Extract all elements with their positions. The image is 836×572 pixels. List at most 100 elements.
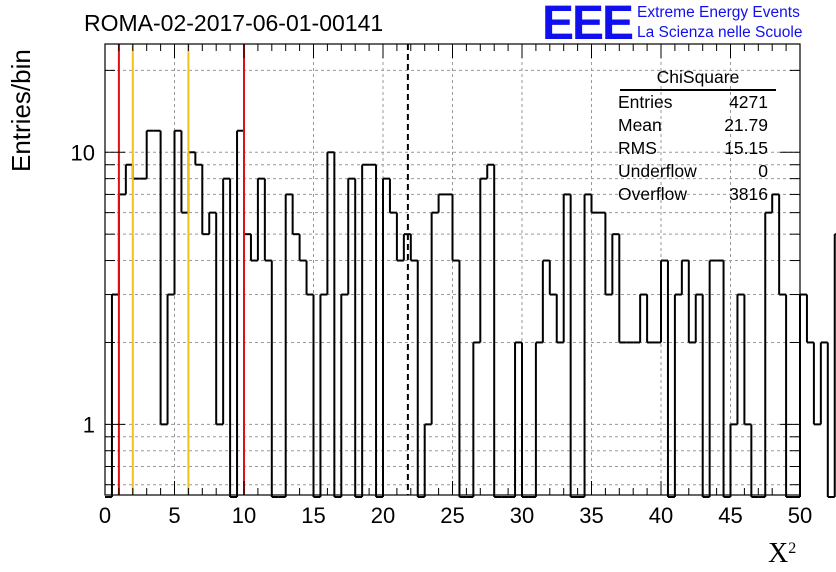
histogram-bin [750,424,759,498]
logo-line-2: La Scienza nelle Scuole [637,24,803,41]
stats-label: Underflow [618,161,697,181]
histogram-bin [416,260,425,498]
histogram-bin [305,260,314,296]
histogram-bin [298,234,307,262]
histogram-bin [166,293,175,425]
histogram-bin [388,178,397,214]
histogram-bin [708,259,717,497]
histogram-bin [562,193,571,343]
stats-value: 4271 [729,92,768,112]
histogram-bin [354,178,363,498]
histogram-bin [395,212,404,262]
stats-label: Overflow [618,184,688,204]
histogram-bin [514,341,522,497]
histogram-bin [771,193,780,213]
stats-label: RMS [618,138,657,158]
histogram-bin [729,423,738,497]
histogram-bin [583,193,592,497]
histogram-bin [805,294,814,344]
histogram-bin [604,212,613,296]
histogram-bin [319,293,328,497]
histogram-bin [347,177,356,295]
histogram-bin [826,342,835,498]
x-axis-label-sup: 2 [788,540,797,557]
histogram-bin [660,259,668,343]
histogram-bin [618,234,627,344]
stats-value: 15.15 [724,138,768,158]
x-tick-label: 10 [232,503,256,528]
histogram-bin [590,194,599,214]
x-tick-label: 15 [301,503,325,528]
histogram-bin [819,341,828,425]
histogram-bin [270,260,279,498]
histogram-bin [222,177,231,425]
stats-row-overflow: Overflow 3816 [612,183,776,206]
histogram-bin [124,163,133,195]
axis-ticks: 0 5 10 15 20 25 30 35 40 45 50 1 10 [71,44,812,528]
histogram-bin [382,177,390,497]
x-tick-label: 5 [168,503,180,528]
histogram-bin [534,341,543,497]
histogram-bin [375,164,383,498]
histogram-bin [131,164,140,180]
stats-row-mean: Mean 21.79 [612,114,776,137]
histogram-bin [687,260,696,344]
histogram-bin [187,151,196,213]
histogram-bin [201,164,210,236]
histogram-bin [521,342,529,498]
histogram-bin [680,259,689,295]
histogram-bin [361,163,370,497]
x-tick-label: 35 [579,503,603,528]
histogram-bin [229,178,238,498]
histogram-bin [236,129,244,497]
stats-label: Entries [618,92,673,112]
histogram-bin [569,194,578,498]
histogram-bin [555,294,564,344]
histogram-bin [646,294,655,344]
histogram-bin [291,194,300,236]
histogram-bin [743,294,752,426]
histogram-bin [173,129,182,295]
x-tick-label: 45 [718,503,742,528]
y-tick-label: 10 [71,140,95,165]
histogram-bin [736,293,745,425]
histogram-bin [208,211,217,235]
stats-row-rms: RMS 15.15 [612,137,776,160]
histogram-bin [215,212,224,426]
histogram-bin [243,130,251,236]
grid [105,44,800,495]
histogram-bin [333,152,342,498]
histogram-bin [409,234,418,262]
stats-row-entries: Entries 4271 [612,91,776,114]
histogram-bin [180,130,189,214]
histogram-bin [493,164,502,498]
histogram-bin [701,294,710,498]
histogram-bin [812,342,821,426]
histogram-bin [263,178,272,262]
y-tick-label: 1 [83,412,95,437]
stats-label: Mean [618,115,662,135]
histogram-bin [423,423,432,497]
histogram-bin [541,259,550,343]
histogram-bin [326,151,335,295]
x-tick-label: 50 [788,503,812,528]
stats-row-underflow: Underflow 0 [612,160,776,183]
x-axis-label: X2 [768,538,796,570]
histogram-bin [479,177,488,343]
histogram-bin [437,193,446,213]
y-axis-label: Entries/bin [6,49,36,172]
histogram-bin [249,234,258,262]
logo-line-1: Extreme Energy Events [637,4,800,21]
histogram-bin [799,293,807,497]
stats-value: 21.79 [724,115,768,135]
histogram-bin [284,193,293,497]
x-tick-label: 25 [440,503,464,528]
histogram-bin [785,294,794,498]
histogram-bin [764,211,773,497]
histogram-bin [486,163,495,179]
histogram-bin [451,194,460,262]
x-tick-label: 40 [649,503,673,528]
x-tick-label: 30 [510,503,534,528]
histogram-bin [194,152,203,166]
